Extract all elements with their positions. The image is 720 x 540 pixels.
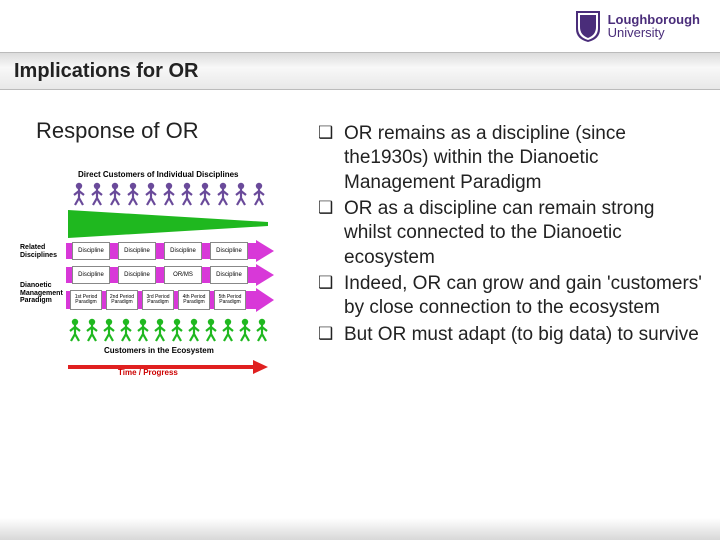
person-icon bbox=[198, 182, 212, 206]
person-icon bbox=[144, 182, 158, 206]
bullet-item: Indeed, OR can grow and gain 'customers'… bbox=[316, 272, 706, 321]
time-label: Time / Progress bbox=[118, 368, 178, 377]
orms-box: OR/MS bbox=[164, 266, 202, 284]
person-icon bbox=[234, 182, 248, 206]
person-icon bbox=[216, 182, 230, 206]
title-bar: Implications for OR bbox=[0, 52, 720, 90]
footer-gradient bbox=[0, 518, 720, 540]
bullet-item: OR remains as a discipline (since the193… bbox=[316, 122, 706, 195]
discipline-box: Discipline bbox=[210, 242, 248, 260]
dianoetic-paradigm-label: Dianoetic Management Paradigm bbox=[20, 282, 63, 305]
person-icon bbox=[153, 318, 167, 342]
person-icon bbox=[126, 182, 140, 206]
shield-icon bbox=[574, 9, 602, 43]
period-box: 1st Period Paradigm bbox=[70, 290, 102, 310]
discipline-box: Discipline bbox=[72, 242, 110, 260]
university-logo: Loughborough University bbox=[574, 9, 700, 43]
person-icon bbox=[255, 318, 269, 342]
person-icon bbox=[90, 182, 104, 206]
person-icon bbox=[108, 182, 122, 206]
person-icon bbox=[252, 182, 266, 206]
discipline-box: Discipline bbox=[118, 266, 156, 284]
person-icon bbox=[221, 318, 235, 342]
bullet-list: OR remains as a discipline (since the193… bbox=[316, 122, 706, 347]
person-icon bbox=[238, 318, 252, 342]
person-icon bbox=[72, 182, 86, 206]
person-icon bbox=[170, 318, 184, 342]
person-icon bbox=[119, 318, 133, 342]
discipline-box: Discipline bbox=[210, 266, 248, 284]
person-icon bbox=[136, 318, 150, 342]
person-icon bbox=[204, 318, 218, 342]
person-icon bbox=[180, 182, 194, 206]
logo-text-line2: University bbox=[608, 26, 700, 39]
person-icon bbox=[85, 318, 99, 342]
discipline-box: Discipline bbox=[164, 242, 202, 260]
related-disciplines-label: Related Disciplines bbox=[20, 244, 57, 259]
content-area: Response of OR Direct Customers of Indiv… bbox=[0, 90, 720, 388]
bottom-customers-label: Customers in the Ecosystem bbox=[104, 346, 214, 355]
header-bar: Loughborough University bbox=[0, 0, 720, 52]
left-column: Response of OR Direct Customers of Indiv… bbox=[18, 118, 298, 388]
top-people-row bbox=[72, 182, 266, 206]
bullet-item: OR as a discipline can remain strong whi… bbox=[316, 197, 706, 270]
person-icon bbox=[68, 318, 82, 342]
person-icon bbox=[162, 182, 176, 206]
period-box: 2nd Period Paradigm bbox=[106, 290, 138, 310]
diagram-top-label: Direct Customers of Individual Disciplin… bbox=[78, 170, 238, 179]
person-icon bbox=[187, 318, 201, 342]
discipline-box: Discipline bbox=[118, 242, 156, 260]
ecosystem-diagram: Direct Customers of Individual Disciplin… bbox=[18, 168, 286, 388]
period-box: 3rd Period Paradigm bbox=[142, 290, 174, 310]
period-box: 4th Period Paradigm bbox=[178, 290, 210, 310]
page-title: Implications for OR bbox=[14, 60, 198, 83]
bullet-item: But OR must adapt (to big data) to survi… bbox=[316, 323, 706, 347]
green-funnel-arrow bbox=[68, 210, 268, 238]
right-column: OR remains as a discipline (since the193… bbox=[316, 118, 706, 388]
discipline-box: Discipline bbox=[72, 266, 110, 284]
subtitle: Response of OR bbox=[18, 118, 298, 144]
bottom-people-row bbox=[68, 318, 269, 342]
period-box: 5th Period Paradigm bbox=[214, 290, 246, 310]
person-icon bbox=[102, 318, 116, 342]
